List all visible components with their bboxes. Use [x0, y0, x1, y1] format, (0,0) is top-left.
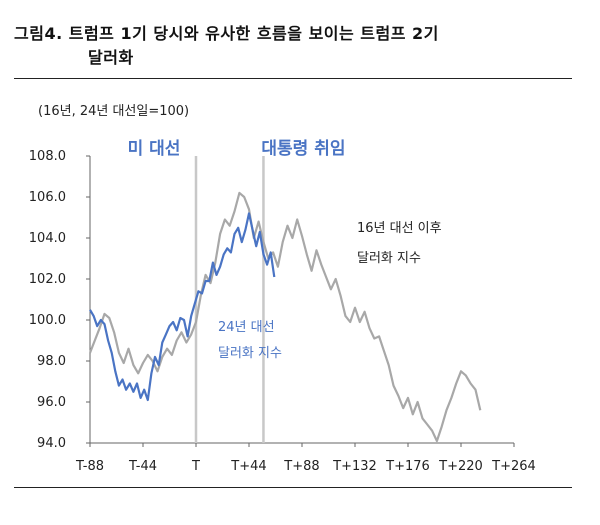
y-tick-label: 98.0: [37, 354, 66, 369]
y-tick-label: 106.0: [29, 190, 66, 205]
y-tick-label: 108.0: [29, 149, 66, 164]
figure-title: 그림4. 트럼프 1기 당시와 유사한 흐름을 보이는 트럼프 2기 달러화: [14, 22, 574, 70]
event-marker-label: 대통령 취임: [261, 138, 345, 159]
series-label-2016-line2: 달러화 지수: [357, 251, 421, 266]
figure-title-line2: 달러화: [88, 48, 134, 67]
x-tick-label: T+264: [491, 459, 536, 474]
footer-divider: [14, 487, 572, 488]
figure-title-line1: 그림4. 트럼프 1기 당시와 유사한 흐름을 보이는 트럼프 2기: [14, 24, 439, 43]
y-tick-label: 102.0: [29, 272, 66, 287]
series-line-2024: [89, 212, 276, 402]
x-tick-label: T+220: [438, 459, 483, 474]
event-marker-label: 미 대선: [128, 139, 181, 159]
title-divider: [14, 78, 572, 79]
chart-subtitle: (16년, 24년 대선일=100): [38, 104, 190, 119]
y-tick-label: 104.0: [29, 231, 66, 246]
y-tick-label: 94.0: [37, 436, 66, 451]
y-tick-label: 96.0: [37, 395, 66, 410]
x-tick-label: T+132: [332, 459, 377, 474]
series-line-2016: [88, 191, 482, 443]
x-tick-label: T-88: [75, 459, 104, 474]
series-label-2024-line2: 달러화 지수: [218, 346, 282, 361]
x-tick-label: T: [191, 459, 200, 474]
x-tick-label: T+44: [230, 459, 266, 474]
series-label-2016-line1: 16년 대선 이후: [357, 221, 442, 236]
y-tick-label: 100.0: [29, 313, 66, 328]
x-tick-label: T+88: [283, 459, 319, 474]
series-label-2024-line1: 24년 대선: [218, 320, 275, 335]
x-tick-label: T+176: [385, 459, 430, 474]
x-tick-label: T-44: [128, 459, 157, 474]
